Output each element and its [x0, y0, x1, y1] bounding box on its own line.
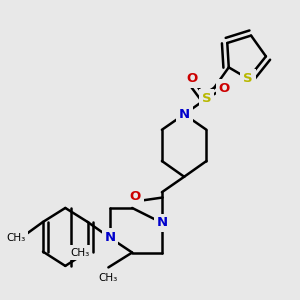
- Text: O: O: [130, 190, 141, 202]
- Text: N: N: [178, 108, 190, 121]
- Text: O: O: [186, 72, 197, 85]
- Text: N: N: [104, 231, 116, 244]
- Text: CH₃: CH₃: [99, 273, 118, 283]
- Text: CH₃: CH₃: [7, 233, 26, 243]
- Text: CH₃: CH₃: [70, 248, 90, 257]
- Text: O: O: [219, 82, 230, 95]
- Text: S: S: [243, 72, 253, 85]
- Text: N: N: [156, 216, 167, 229]
- Text: S: S: [202, 92, 211, 105]
